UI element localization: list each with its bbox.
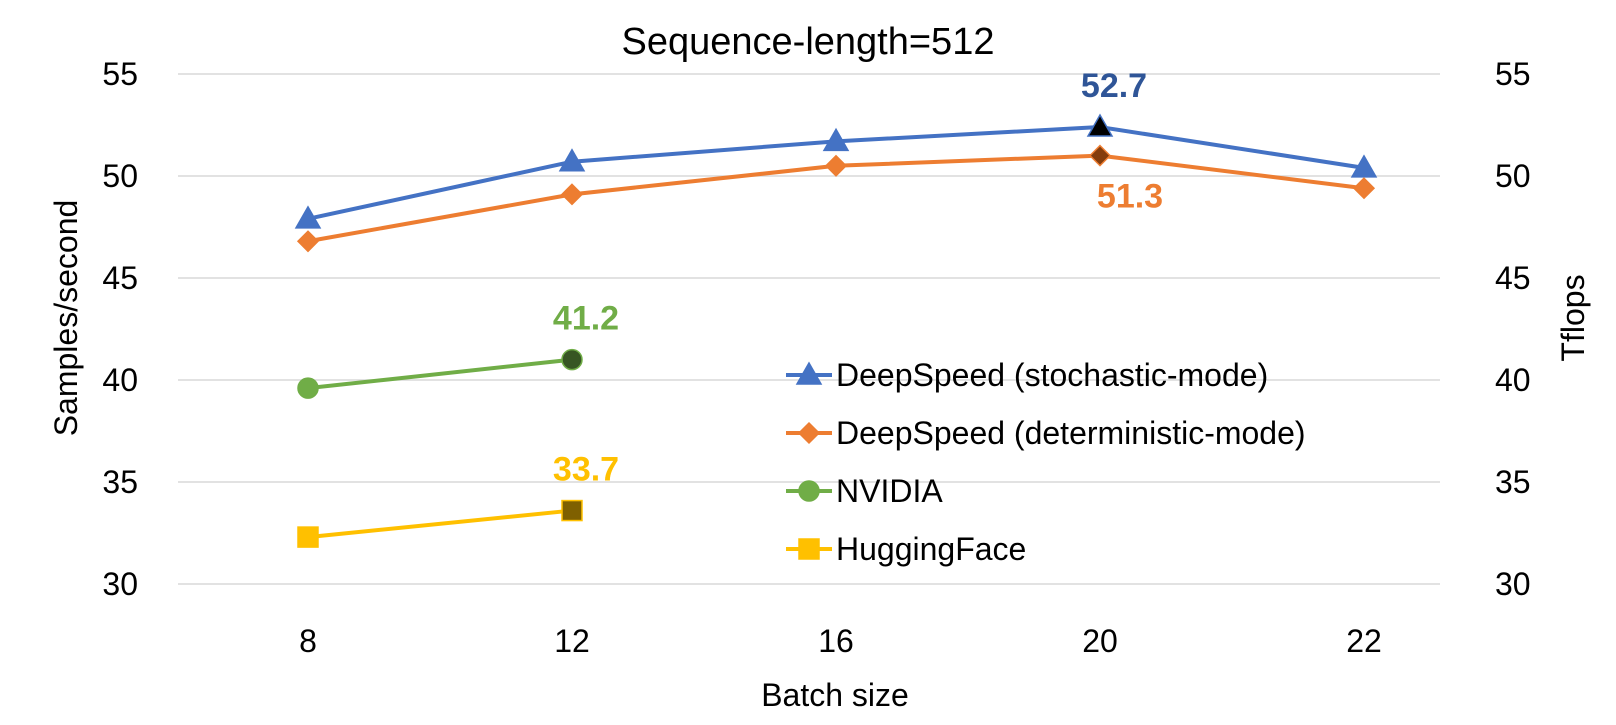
y-axis-title: Samples/second [48, 200, 84, 437]
legend-item: HuggingFace [786, 531, 1026, 567]
series-0 [294, 113, 1378, 229]
x-axis-ticks: 8 12 16 20 22 [299, 623, 1382, 659]
series-3 [297, 499, 583, 548]
y-tick-label: 45 [102, 260, 138, 296]
data-point [558, 148, 586, 172]
x-axis-title: Batch size [761, 677, 909, 713]
data-point [1088, 144, 1112, 167]
y2-tick-label: 45 [1495, 260, 1531, 296]
legend-item: NVIDIA [786, 473, 943, 509]
data-point [561, 348, 583, 371]
y-tick-label: 40 [102, 362, 138, 398]
y-tick-label: 35 [102, 464, 138, 500]
y2-tick-label: 40 [1495, 362, 1531, 398]
x-tick-label: 12 [554, 623, 590, 659]
legend-label: NVIDIA [836, 473, 943, 509]
data-point [1352, 177, 1376, 200]
data-label: 51.3 [1097, 178, 1163, 216]
x-tick-label: 8 [299, 623, 317, 659]
y2-axis-title: Tflops [1555, 274, 1591, 361]
y-tick-label: 30 [102, 566, 138, 602]
legend-item: DeepSpeed (deterministic-mode) [786, 415, 1306, 451]
series-line [307, 508, 573, 540]
series-2 [297, 348, 583, 399]
data-point [1086, 113, 1114, 137]
right-y-axis-ticks: 30 35 40 45 50 55 [1495, 56, 1531, 602]
y2-tick-label: 30 [1495, 566, 1531, 602]
data-point [561, 499, 583, 522]
x-tick-label: 16 [818, 623, 854, 659]
x-tick-label: 22 [1346, 623, 1382, 659]
data-point [1350, 154, 1378, 178]
data-point [294, 205, 322, 229]
data-point [560, 183, 584, 206]
data-labels: 52.7 51.3 41.2 33.7 [553, 67, 1163, 489]
legend: DeepSpeed (stochastic-mode) DeepSpeed (de… [786, 357, 1306, 567]
series-line [307, 357, 573, 391]
data-point [822, 127, 850, 152]
left-y-axis-ticks: 30 35 40 45 50 55 [102, 56, 138, 602]
data-point [297, 377, 319, 399]
y2-tick-label: 35 [1495, 464, 1531, 500]
x-tick-label: 20 [1082, 623, 1118, 659]
legend-marker [797, 421, 821, 445]
legend-label: HuggingFace [836, 531, 1026, 567]
legend-label: DeepSpeed (deterministic-mode) [836, 415, 1306, 451]
y-tick-label: 50 [102, 158, 138, 194]
y2-tick-label: 55 [1495, 56, 1531, 92]
legend-marker [798, 538, 820, 560]
data-label: 33.7 [553, 451, 619, 489]
data-label: 41.2 [553, 300, 619, 338]
legend-marker [795, 361, 823, 385]
legend-label: DeepSpeed (stochastic-mode) [836, 357, 1268, 393]
data-point [297, 526, 319, 548]
chart-title: Sequence-length=512 [622, 21, 995, 63]
data-point [824, 154, 848, 177]
series [294, 113, 1378, 548]
y-tick-label: 55 [102, 56, 138, 92]
legend-item: DeepSpeed (stochastic-mode) [786, 357, 1268, 393]
data-point [296, 230, 320, 253]
legend-marker [798, 480, 820, 502]
series-1 [296, 144, 1376, 253]
y2-tick-label: 50 [1495, 158, 1531, 194]
data-label: 52.7 [1081, 67, 1147, 105]
